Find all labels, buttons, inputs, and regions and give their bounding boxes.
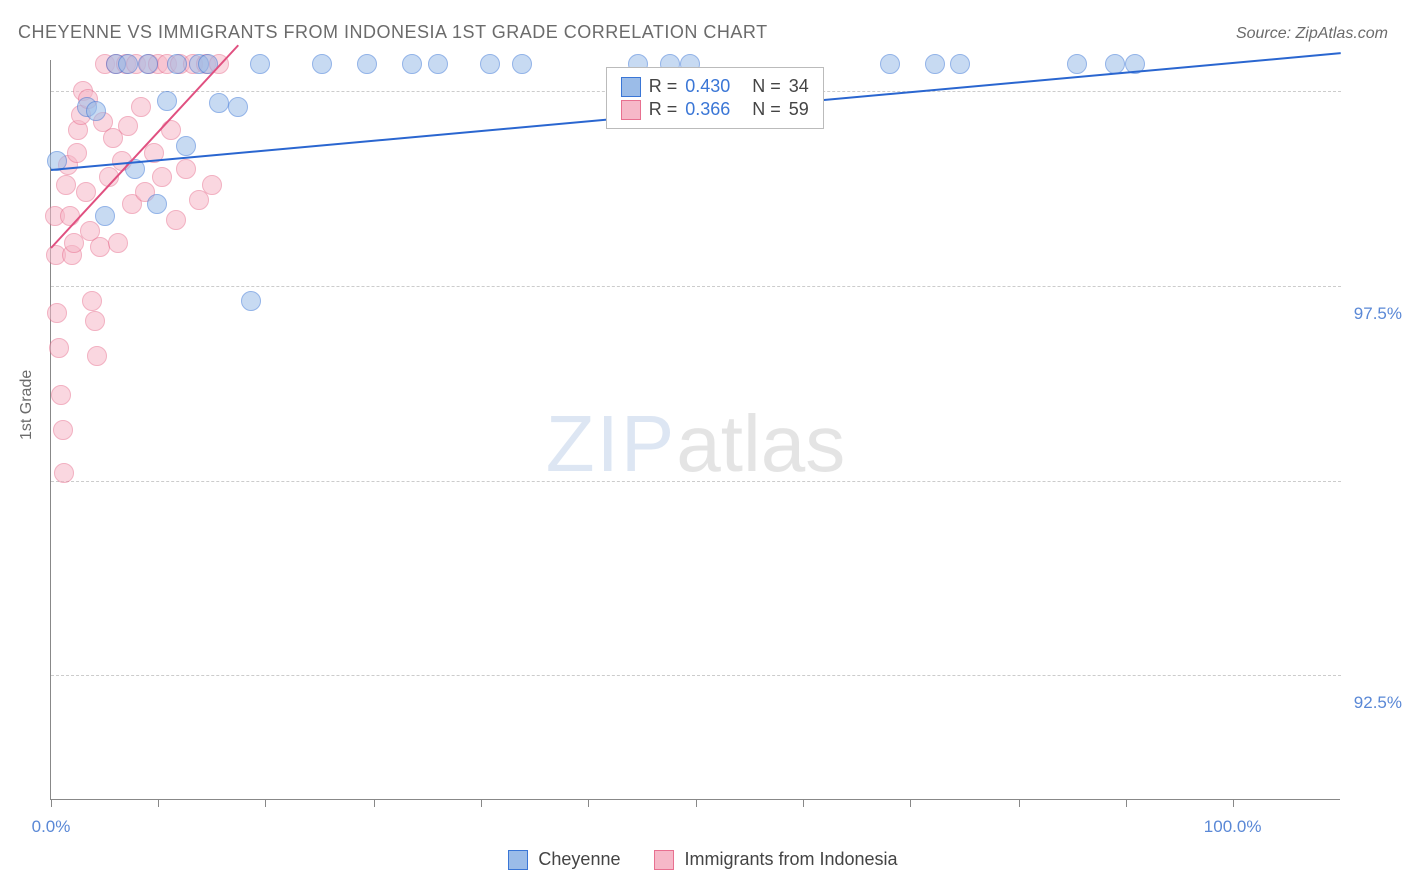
data-point (47, 303, 67, 323)
data-point (166, 210, 186, 230)
x-tick (51, 799, 52, 807)
data-point (87, 346, 107, 366)
legend-item: Cheyenne (508, 849, 620, 870)
legend-item: Immigrants from Indonesia (654, 849, 897, 870)
chart-title: CHEYENNE VS IMMIGRANTS FROM INDONESIA 1S… (18, 22, 768, 43)
data-point (60, 206, 80, 226)
data-point (1067, 54, 1087, 74)
legend-row: R = 0.430 N = 34 (621, 76, 809, 97)
data-point (950, 54, 970, 74)
x-tick (481, 799, 482, 807)
data-point (241, 291, 261, 311)
data-point (95, 206, 115, 226)
data-point (402, 54, 422, 74)
data-point (85, 311, 105, 331)
data-point (428, 54, 448, 74)
data-point (512, 54, 532, 74)
r-label: R = (649, 99, 678, 120)
x-tick-label: 0.0% (32, 817, 71, 837)
legend-row: R = 0.366 N = 59 (621, 99, 809, 120)
legend-stats: R = 0.430 N = 34 R = 0.366 N = 59 (606, 67, 824, 129)
legend-bottom: Cheyenne Immigrants from Indonesia (0, 849, 1406, 870)
data-point (480, 54, 500, 74)
data-point (108, 233, 128, 253)
x-tick (265, 799, 266, 807)
legend-swatch (621, 77, 641, 97)
data-point (49, 338, 69, 358)
data-point (86, 101, 106, 121)
x-tick (696, 799, 697, 807)
x-tick (588, 799, 589, 807)
data-point (167, 54, 187, 74)
legend-label: Immigrants from Indonesia (684, 849, 897, 870)
x-tick (158, 799, 159, 807)
data-point (152, 167, 172, 187)
data-point (54, 463, 74, 483)
legend-label: Cheyenne (538, 849, 620, 870)
x-tick-label: 100.0% (1204, 817, 1262, 837)
data-point (118, 116, 138, 136)
watermark: ZIPatlas (546, 398, 845, 490)
r-value: 0.430 (685, 76, 730, 97)
data-point (357, 54, 377, 74)
data-point (176, 136, 196, 156)
gridline (51, 481, 1341, 482)
x-tick (910, 799, 911, 807)
data-point (209, 93, 229, 113)
data-point (82, 291, 102, 311)
data-point (138, 54, 158, 74)
data-point (312, 54, 332, 74)
r-label: R = (649, 76, 678, 97)
data-point (925, 54, 945, 74)
x-tick (374, 799, 375, 807)
chart-header: CHEYENNE VS IMMIGRANTS FROM INDONESIA 1S… (18, 22, 1388, 43)
watermark-zip: ZIP (546, 399, 676, 488)
data-point (228, 97, 248, 117)
x-tick (1233, 799, 1234, 807)
legend-swatch (508, 850, 528, 870)
data-point (51, 385, 71, 405)
data-point (176, 159, 196, 179)
data-point (157, 91, 177, 111)
data-point (131, 97, 151, 117)
data-point (56, 175, 76, 195)
data-point (147, 194, 167, 214)
scatter-chart: ZIPatlas 92.5%97.5%0.0%100.0%R =0.430N =… (50, 60, 1340, 800)
data-point (90, 237, 110, 257)
legend-swatch (621, 100, 641, 120)
x-tick (1126, 799, 1127, 807)
x-tick (1019, 799, 1020, 807)
data-point (53, 420, 73, 440)
n-label: N = (752, 76, 781, 97)
gridline (51, 675, 1341, 676)
x-tick (803, 799, 804, 807)
data-point (202, 175, 222, 195)
data-point (250, 54, 270, 74)
n-value: 59 (789, 99, 809, 120)
legend-swatch (654, 850, 674, 870)
y-tick-label: 97.5% (1354, 304, 1402, 324)
gridline (51, 286, 1341, 287)
y-axis-label: 1st Grade (18, 370, 36, 440)
r-value: 0.366 (685, 99, 730, 120)
n-value: 34 (789, 76, 809, 97)
y-tick-label: 92.5% (1354, 693, 1402, 713)
chart-source: Source: ZipAtlas.com (1236, 25, 1388, 43)
data-point (118, 54, 138, 74)
data-point (67, 143, 87, 163)
n-label: N = (752, 99, 781, 120)
data-point (880, 54, 900, 74)
watermark-atlas: atlas (676, 399, 845, 488)
